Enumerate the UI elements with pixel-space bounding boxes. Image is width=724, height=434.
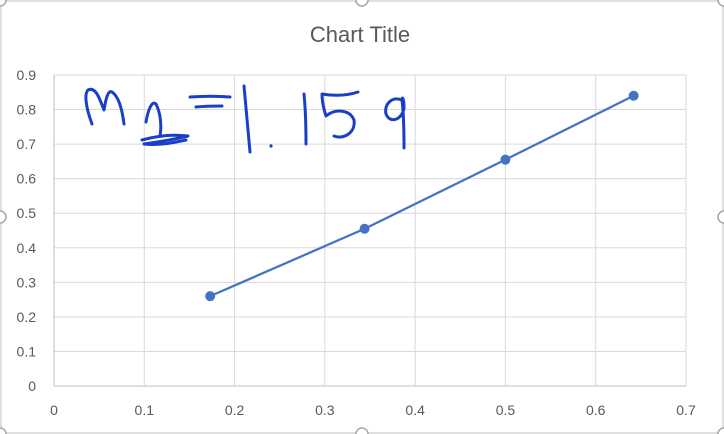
resize-handle[interactable]	[0, 427, 7, 434]
x-tick-label: 0.7	[676, 402, 696, 418]
y-tick-label: 0	[28, 378, 36, 394]
resize-handle[interactable]	[0, 210, 7, 224]
tick-labels: 0 0.1 0.2 0.3 0.4 0.5 0.6 0.7 0.8 0.9 0 0.1 0.2 0.3 0.…	[17, 67, 696, 418]
y-tick-label: 0.6	[17, 171, 37, 187]
resize-handle[interactable]	[0, 0, 7, 7]
ink-stroke-one-b	[302, 92, 308, 146]
handwritten-annotation	[84, 84, 406, 154]
y-tick-label: 0.9	[17, 67, 37, 83]
x-tick-label: 0.5	[496, 402, 516, 418]
ink-stroke-equals-bottom	[194, 104, 224, 109]
data-point[interactable]	[500, 154, 511, 165]
gridlines	[54, 74, 687, 386]
ink-stroke-m	[84, 87, 126, 126]
x-tick-label: 0.6	[586, 402, 606, 418]
ink-stroke-nine	[384, 96, 406, 150]
ink-decimal-point	[269, 144, 273, 148]
x-tick-label: 0.2	[225, 402, 245, 418]
data-series[interactable]	[205, 90, 639, 302]
x-tick-label: 0.4	[405, 402, 425, 418]
ink-stroke-subscript	[144, 101, 163, 138]
data-point[interactable]	[628, 90, 639, 101]
chart-title[interactable]: Chart Title	[310, 22, 410, 47]
x-tick-label: 0	[50, 402, 58, 418]
x-tick-label: 0.3	[315, 402, 335, 418]
resize-handle[interactable]	[355, 0, 369, 7]
resize-handle[interactable]	[717, 0, 724, 7]
y-tick-label: 0.3	[17, 274, 37, 290]
y-tick-label: 0.7	[17, 136, 37, 152]
data-point[interactable]	[205, 291, 216, 302]
ink-stroke-five	[320, 90, 360, 139]
axes	[53, 75, 686, 387]
y-tick-label: 0.2	[17, 309, 37, 325]
resize-handle[interactable]	[717, 427, 724, 434]
resize-handle[interactable]	[717, 210, 724, 224]
y-tick-label: 0.4	[17, 240, 37, 256]
y-tick-label: 0.8	[17, 102, 37, 118]
ink-stroke-equals-top	[188, 94, 232, 99]
data-point[interactable]	[359, 223, 370, 234]
resize-handle[interactable]	[355, 427, 369, 434]
series-line[interactable]	[209, 94, 635, 298]
y-tick-label: 0.1	[17, 343, 37, 359]
ink-stroke-subscript-scribble	[140, 133, 190, 146]
y-tick-label: 0.5	[17, 205, 37, 221]
x-tick-label: 0.1	[135, 402, 155, 418]
ink-stroke-one	[242, 84, 252, 154]
